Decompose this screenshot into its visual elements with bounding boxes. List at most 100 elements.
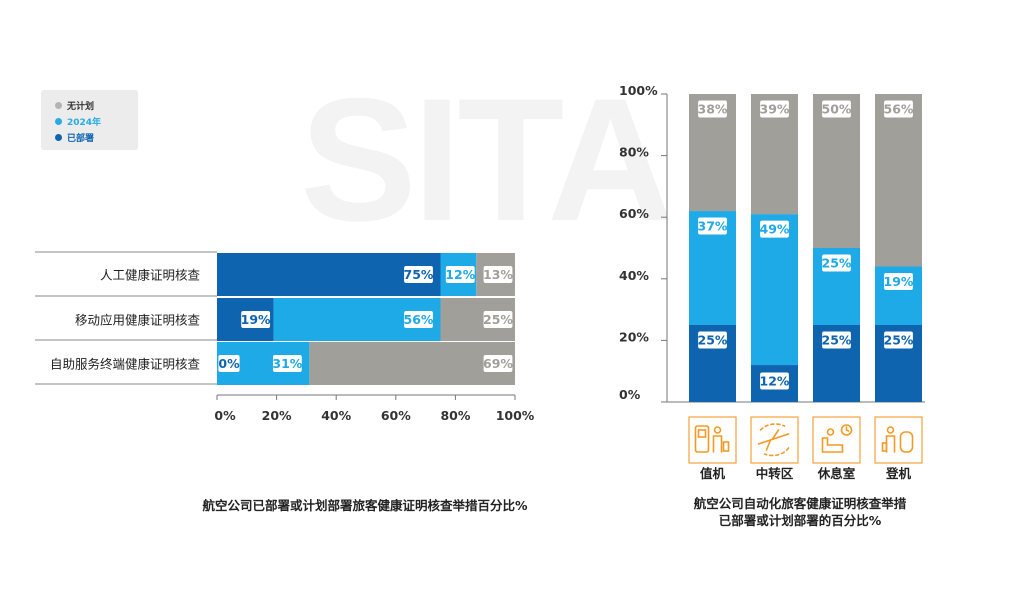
data-label-box bbox=[241, 311, 271, 328]
y-tick-label: 40% bbox=[619, 268, 649, 283]
data-label: 38% bbox=[698, 102, 728, 117]
data-label: 25% bbox=[698, 333, 728, 348]
right-chart-caption-line2: 已部署或计划部署的百分比% bbox=[718, 513, 882, 528]
data-label-box bbox=[483, 355, 513, 372]
data-label: 0% bbox=[218, 356, 240, 371]
data-label-box bbox=[822, 100, 851, 118]
data-label: 56% bbox=[404, 312, 434, 327]
kiosk-body bbox=[694, 425, 710, 453]
data-label: 69% bbox=[483, 356, 513, 371]
category-label: 休息室 bbox=[817, 466, 856, 481]
data-label: 12% bbox=[760, 374, 790, 389]
legend-dot-deployed bbox=[55, 134, 62, 141]
data-label-box bbox=[884, 272, 913, 290]
data-label: 49% bbox=[760, 222, 790, 237]
data-label: 19% bbox=[241, 312, 271, 327]
clock-hands bbox=[845, 426, 850, 432]
person-body bbox=[712, 435, 723, 453]
icon-frame bbox=[812, 416, 861, 464]
y-tick-label: 80% bbox=[619, 145, 649, 160]
lounge-chair-icon bbox=[821, 424, 853, 453]
category-label: 自助服务终端健康证明核查 bbox=[50, 357, 201, 372]
x-tick-label: 0% bbox=[214, 408, 236, 423]
person-head bbox=[713, 426, 722, 434]
data-label-box bbox=[698, 331, 727, 349]
data-label-box bbox=[698, 100, 727, 118]
bar-segment bbox=[751, 214, 798, 366]
data-label: 31% bbox=[272, 356, 302, 371]
person-head bbox=[886, 426, 895, 434]
data-label-box bbox=[218, 355, 240, 372]
transfer-airplane-icon bbox=[757, 423, 790, 457]
legend-dot-noplan bbox=[55, 102, 62, 109]
icon-frame bbox=[750, 416, 799, 464]
kiosk-screen bbox=[697, 429, 707, 438]
data-label-box bbox=[698, 217, 727, 235]
plane-shape bbox=[757, 429, 790, 451]
bar-segment bbox=[309, 342, 515, 385]
clock bbox=[840, 424, 853, 436]
y-tick-label: 20% bbox=[619, 329, 649, 344]
data-label-box bbox=[822, 331, 851, 349]
data-label-box bbox=[404, 266, 433, 283]
data-label: 75% bbox=[404, 267, 434, 282]
category-label: 移动应用健康证明核查 bbox=[75, 313, 201, 328]
data-label-box bbox=[483, 266, 513, 283]
bar-segment bbox=[813, 94, 860, 248]
y-tick-label: 0% bbox=[619, 387, 641, 402]
person-body bbox=[885, 435, 896, 453]
x-tick-label: 40% bbox=[321, 408, 351, 423]
category-label: 登机 bbox=[885, 466, 912, 481]
right-chart-caption: 航空公司自动化旅客健康证明核查举措 已部署或计划部署的百分比% bbox=[660, 495, 940, 529]
legend-label-deployed: 已部署 bbox=[67, 134, 95, 144]
category-label: 中转区 bbox=[756, 466, 794, 481]
data-label-box bbox=[760, 100, 789, 118]
gate bbox=[899, 431, 914, 453]
chair bbox=[821, 437, 844, 453]
bar-segment bbox=[217, 253, 441, 296]
right-chart-caption-line1: 航空公司自动化旅客健康证明核查举措 bbox=[693, 496, 907, 511]
boarding-gate-icon bbox=[881, 426, 914, 453]
data-label: 12% bbox=[445, 267, 475, 282]
luggage bbox=[722, 441, 730, 452]
data-label-box bbox=[483, 311, 513, 328]
x-tick-label: 100% bbox=[496, 408, 535, 423]
legend-item-noplan: 无计划 bbox=[55, 99, 94, 112]
bag bbox=[881, 442, 888, 452]
data-label-box bbox=[884, 331, 913, 349]
legend: 无计划 2024年 已部署 bbox=[41, 90, 138, 150]
data-label: 25% bbox=[483, 312, 513, 327]
legend-label-noplan: 无计划 bbox=[67, 102, 95, 112]
data-label: 25% bbox=[884, 333, 914, 348]
x-tick-label: 60% bbox=[381, 408, 411, 423]
legend-label-2024: 2024年 bbox=[67, 118, 102, 128]
check-in-kiosk-icon bbox=[694, 425, 730, 453]
data-label-box bbox=[760, 372, 789, 390]
arc-bottom bbox=[763, 447, 790, 457]
bar-segment bbox=[875, 94, 922, 267]
data-label: 39% bbox=[760, 102, 790, 117]
sita-watermark: SITA bbox=[300, 63, 674, 258]
data-label: 19% bbox=[884, 274, 914, 289]
data-label: 37% bbox=[698, 219, 728, 234]
data-label: 13% bbox=[483, 267, 513, 282]
category-label: 值机 bbox=[700, 466, 726, 481]
category-label: 人工健康证明核查 bbox=[100, 268, 201, 283]
data-label-box bbox=[272, 355, 302, 372]
legend-item-2024: 2024年 bbox=[55, 115, 101, 128]
y-tick-label: 60% bbox=[619, 206, 649, 221]
data-label: 25% bbox=[822, 256, 852, 271]
y-tick-label: 100% bbox=[619, 83, 658, 98]
data-label-box bbox=[404, 311, 433, 328]
left-chart-caption: 航空公司已部署或计划部署旅客健康证明核查举措百分比% bbox=[202, 498, 528, 513]
x-tick-label: 20% bbox=[262, 408, 292, 423]
person-head bbox=[826, 428, 835, 436]
data-label: 50% bbox=[822, 102, 852, 117]
icon-frame bbox=[874, 416, 923, 464]
data-label: 56% bbox=[884, 102, 914, 117]
data-label-box bbox=[884, 100, 913, 118]
icon-frame bbox=[688, 416, 737, 464]
legend-dot-2024 bbox=[55, 118, 62, 125]
data-label-box bbox=[822, 254, 851, 272]
